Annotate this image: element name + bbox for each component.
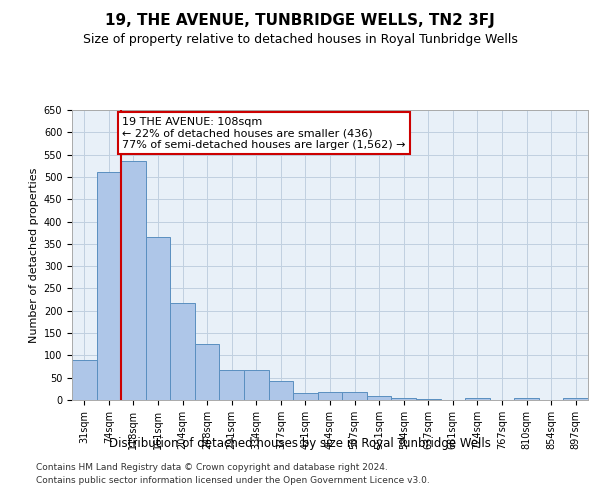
Text: Size of property relative to detached houses in Royal Tunbridge Wells: Size of property relative to detached ho… xyxy=(83,32,517,46)
Bar xyxy=(342,392,367,400)
Bar xyxy=(514,398,539,400)
Bar xyxy=(97,172,121,400)
Bar xyxy=(220,370,244,400)
Bar xyxy=(195,344,220,400)
Bar xyxy=(293,394,318,400)
Bar xyxy=(121,162,146,400)
Bar xyxy=(170,302,195,400)
Text: Distribution of detached houses by size in Royal Tunbridge Wells: Distribution of detached houses by size … xyxy=(109,438,491,450)
Bar xyxy=(146,237,170,400)
Y-axis label: Number of detached properties: Number of detached properties xyxy=(29,168,40,342)
Text: 19 THE AVENUE: 108sqm
← 22% of detached houses are smaller (436)
77% of semi-det: 19 THE AVENUE: 108sqm ← 22% of detached … xyxy=(122,116,406,150)
Bar xyxy=(391,398,416,400)
Bar xyxy=(72,360,97,400)
Bar xyxy=(465,398,490,400)
Bar xyxy=(563,398,588,400)
Bar xyxy=(244,370,269,400)
Bar xyxy=(367,396,391,400)
Text: Contains HM Land Registry data © Crown copyright and database right 2024.: Contains HM Land Registry data © Crown c… xyxy=(36,464,388,472)
Bar xyxy=(416,399,440,400)
Bar xyxy=(318,392,342,400)
Text: 19, THE AVENUE, TUNBRIDGE WELLS, TN2 3FJ: 19, THE AVENUE, TUNBRIDGE WELLS, TN2 3FJ xyxy=(105,12,495,28)
Bar xyxy=(269,381,293,400)
Text: Contains public sector information licensed under the Open Government Licence v3: Contains public sector information licen… xyxy=(36,476,430,485)
